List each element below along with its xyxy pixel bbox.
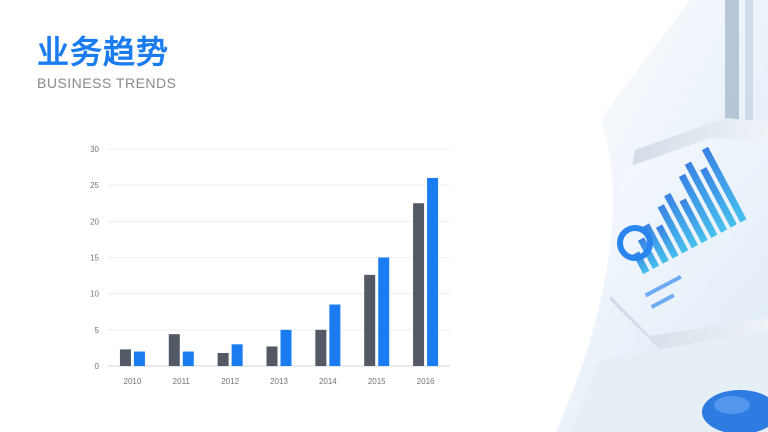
bar [364,274,376,366]
y-tick-label: 25 [90,181,99,190]
bar [182,351,194,366]
bar [427,177,439,366]
bar [280,329,292,366]
bar [231,344,243,366]
y-tick-label: 0 [95,362,100,371]
y-tick-label: 10 [90,290,99,299]
slide-title: 业务趋势 [37,33,170,71]
bar [329,304,341,366]
x-tick-label: 2010 [124,377,142,386]
bar [168,334,180,366]
x-tick-label: 2011 [173,377,191,386]
x-tick-label: 2015 [368,377,386,386]
bar [133,351,145,366]
x-tick-label: 2016 [417,377,435,386]
tablet-photo-image [554,0,768,432]
bar [413,203,425,366]
y-tick-label: 5 [95,326,100,335]
x-tick-label: 2014 [319,377,337,386]
x-tick-label: 2012 [221,377,239,386]
y-tick-label: 30 [90,145,99,154]
bar [315,329,327,366]
y-tick-label: 20 [90,217,99,226]
bar [217,352,229,366]
y-tick-label: 15 [90,254,99,263]
bar [378,257,390,366]
bar [266,346,278,366]
x-tick-label: 2013 [270,377,288,386]
slide-subtitle: BUSINESS TRENDS [37,75,177,91]
bar-chart: 0 5 10 15 20 25 30 2010 2011 2012 2013 2014 2015 2016 [90,145,450,386]
bar [119,349,131,366]
